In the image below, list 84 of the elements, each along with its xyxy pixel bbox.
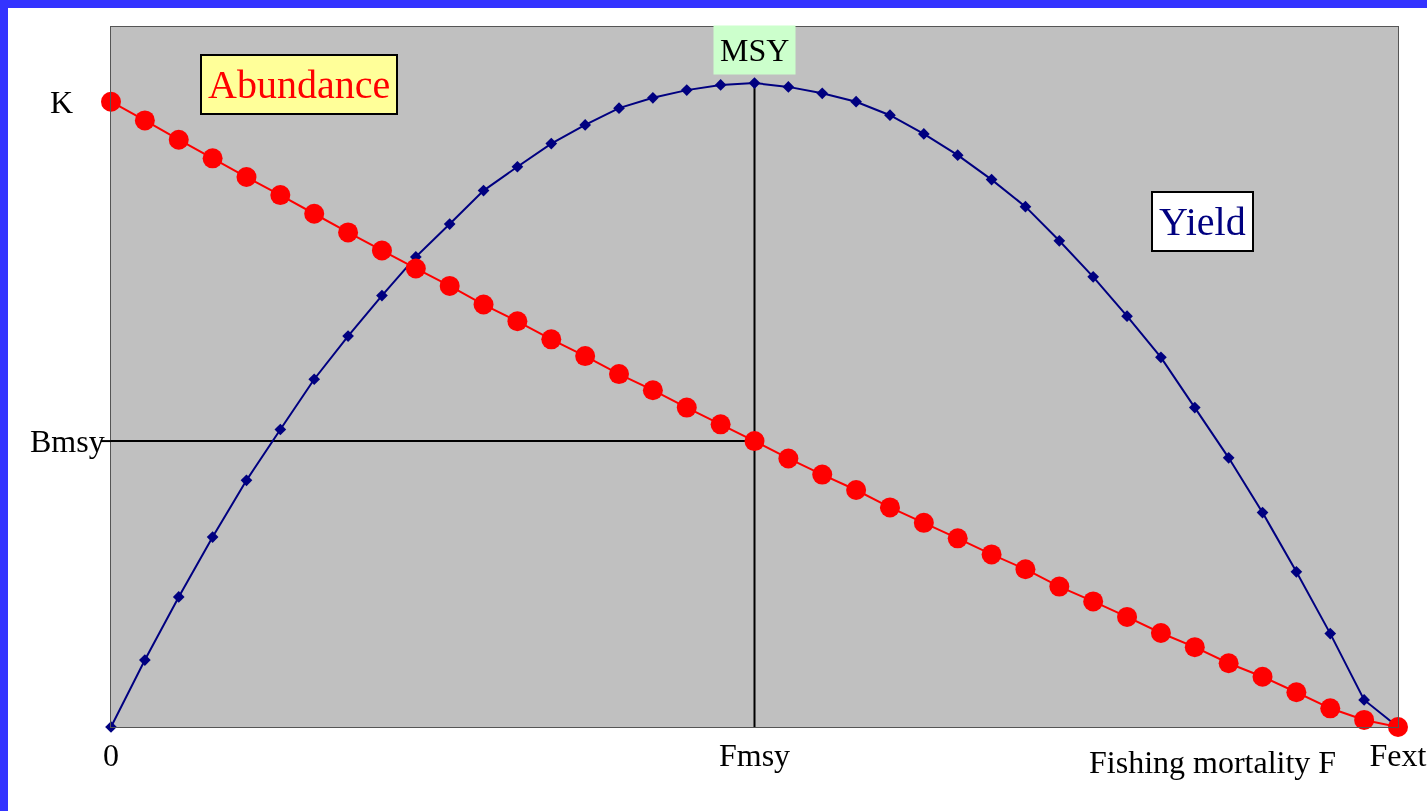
point (579, 119, 592, 131)
point (744, 431, 765, 452)
point (613, 102, 625, 114)
point (206, 531, 219, 543)
point (1155, 351, 1167, 364)
point (1218, 653, 1239, 674)
point (1121, 310, 1133, 322)
point (1150, 622, 1171, 643)
point (884, 109, 896, 122)
point (477, 184, 490, 197)
point (1222, 451, 1235, 464)
point (1019, 200, 1032, 213)
point (846, 480, 867, 501)
point (917, 128, 930, 140)
point (812, 464, 833, 485)
point (1290, 565, 1303, 578)
series-label: Yield (1159, 199, 1246, 244)
point (816, 87, 829, 100)
point (1184, 637, 1205, 658)
point (139, 654, 151, 666)
point (1256, 506, 1269, 519)
x-tick-label: 0 (103, 737, 119, 774)
point (240, 474, 253, 487)
point (850, 95, 862, 108)
point (376, 289, 388, 302)
annotation: MSY (720, 32, 790, 68)
point (541, 329, 562, 350)
point (676, 397, 697, 418)
point (274, 423, 287, 436)
point (951, 149, 964, 161)
point (236, 167, 257, 188)
point (1015, 559, 1036, 580)
x-tick-label: Fext (1369, 737, 1427, 774)
x-axis-title: Fishing mortality F (1089, 744, 1337, 780)
point (710, 414, 731, 435)
point (985, 173, 998, 186)
point (714, 79, 727, 91)
point (1252, 666, 1273, 687)
point (545, 137, 558, 150)
point (947, 528, 968, 549)
point (1324, 627, 1337, 640)
point (270, 185, 291, 206)
point (913, 512, 934, 533)
point (1320, 698, 1341, 719)
point (575, 346, 596, 367)
point (1117, 606, 1138, 627)
point (642, 380, 663, 401)
point (439, 275, 460, 296)
point (1053, 234, 1066, 247)
point (1354, 709, 1375, 730)
point (1049, 576, 1070, 597)
point (405, 258, 426, 279)
point (371, 240, 392, 261)
point (134, 110, 155, 131)
annotation: K (50, 84, 74, 120)
point (1286, 682, 1307, 703)
series-label: Abundance (208, 62, 391, 107)
point (308, 373, 321, 386)
point (1358, 694, 1370, 706)
point (680, 84, 693, 96)
point (981, 544, 1002, 565)
point (748, 77, 761, 89)
point (511, 160, 524, 173)
point (1188, 401, 1201, 414)
point (1388, 717, 1408, 737)
point (342, 330, 354, 342)
point (304, 203, 325, 224)
point (609, 364, 630, 385)
point (172, 591, 185, 603)
point (1087, 271, 1100, 283)
point (443, 218, 456, 230)
point (778, 448, 799, 469)
point (1083, 591, 1104, 612)
point (338, 222, 359, 243)
point (507, 311, 528, 332)
ref-line-label: Bmsy (30, 423, 105, 459)
point (202, 148, 223, 169)
point (168, 129, 189, 150)
point (101, 91, 121, 112)
point (647, 91, 659, 104)
point (473, 294, 494, 315)
point (879, 497, 900, 518)
point (782, 81, 795, 93)
x-tick-label: Fmsy (718, 737, 791, 774)
